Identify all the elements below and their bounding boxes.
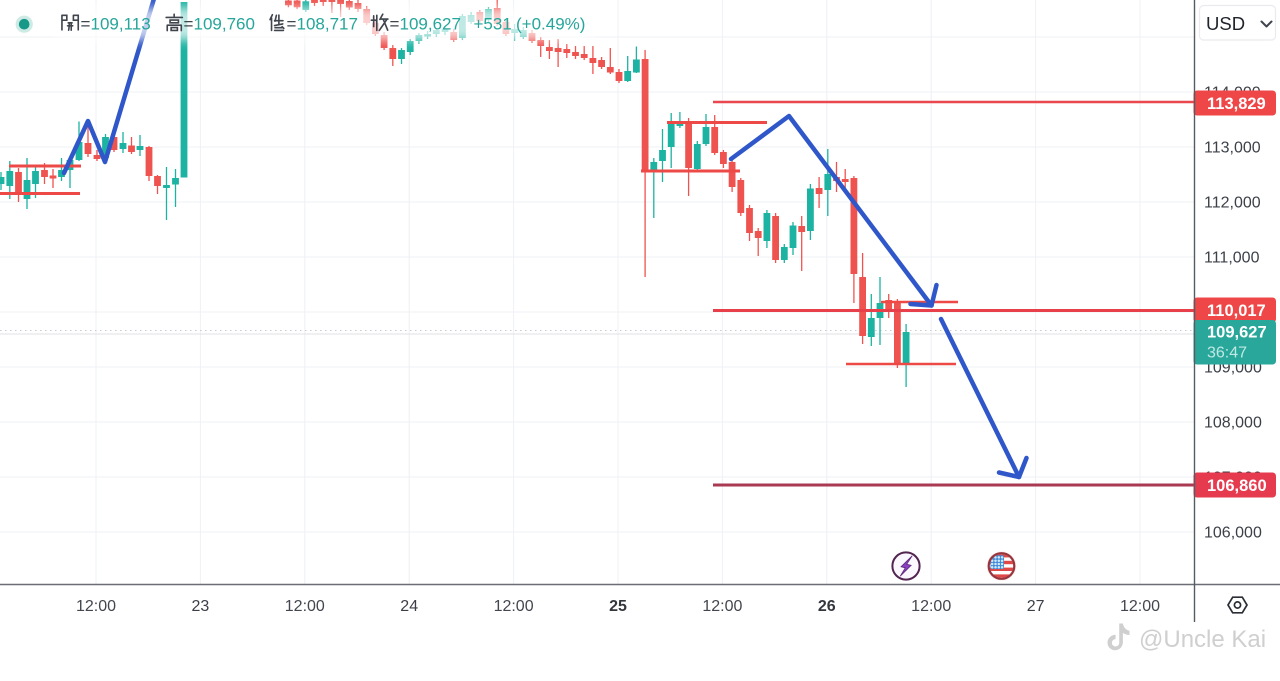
svg-text:108,717: 108,717	[297, 15, 358, 34]
svg-text:=: =	[184, 15, 194, 34]
svg-text:27: 27	[1027, 598, 1045, 615]
svg-text:112,000: 112,000	[1204, 195, 1261, 212]
svg-text:106,000: 106,000	[1204, 525, 1262, 542]
svg-text:106,860: 106,860	[1207, 477, 1267, 495]
svg-text:12:00: 12:00	[702, 598, 742, 615]
svg-text:111,000: 111,000	[1204, 250, 1260, 267]
svg-text:109,627: 109,627	[400, 15, 461, 34]
svg-text:25: 25	[609, 598, 627, 615]
svg-text:23: 23	[192, 598, 210, 615]
svg-text:=: =	[390, 15, 400, 34]
svg-text:12:00: 12:00	[285, 598, 325, 615]
svg-text:110,017: 110,017	[1207, 302, 1266, 320]
svg-text:108,000: 108,000	[1204, 415, 1262, 432]
svg-text:109,627: 109,627	[1207, 324, 1267, 342]
svg-text:12:00: 12:00	[911, 598, 951, 615]
svg-text:113,829: 113,829	[1207, 95, 1266, 113]
svg-text:12:00: 12:00	[76, 598, 116, 615]
svg-text:(+0.49%): (+0.49%)	[516, 15, 585, 34]
svg-text:12:00: 12:00	[1120, 598, 1160, 615]
svg-text:USD: USD	[1206, 13, 1245, 34]
svg-text:=: =	[287, 15, 297, 34]
svg-text:26: 26	[818, 598, 836, 615]
svg-text:113,000: 113,000	[1204, 140, 1261, 157]
svg-text:+531: +531	[474, 15, 512, 34]
svg-text:36:47: 36:47	[1207, 345, 1247, 362]
svg-text:12:00: 12:00	[494, 598, 534, 615]
svg-text:=: =	[81, 15, 91, 34]
svg-text:@Uncle Kai: @Uncle Kai	[1139, 626, 1266, 653]
svg-text:109,760: 109,760	[194, 15, 255, 34]
svg-text:109,113: 109,113	[91, 15, 151, 34]
svg-text:24: 24	[400, 598, 418, 615]
